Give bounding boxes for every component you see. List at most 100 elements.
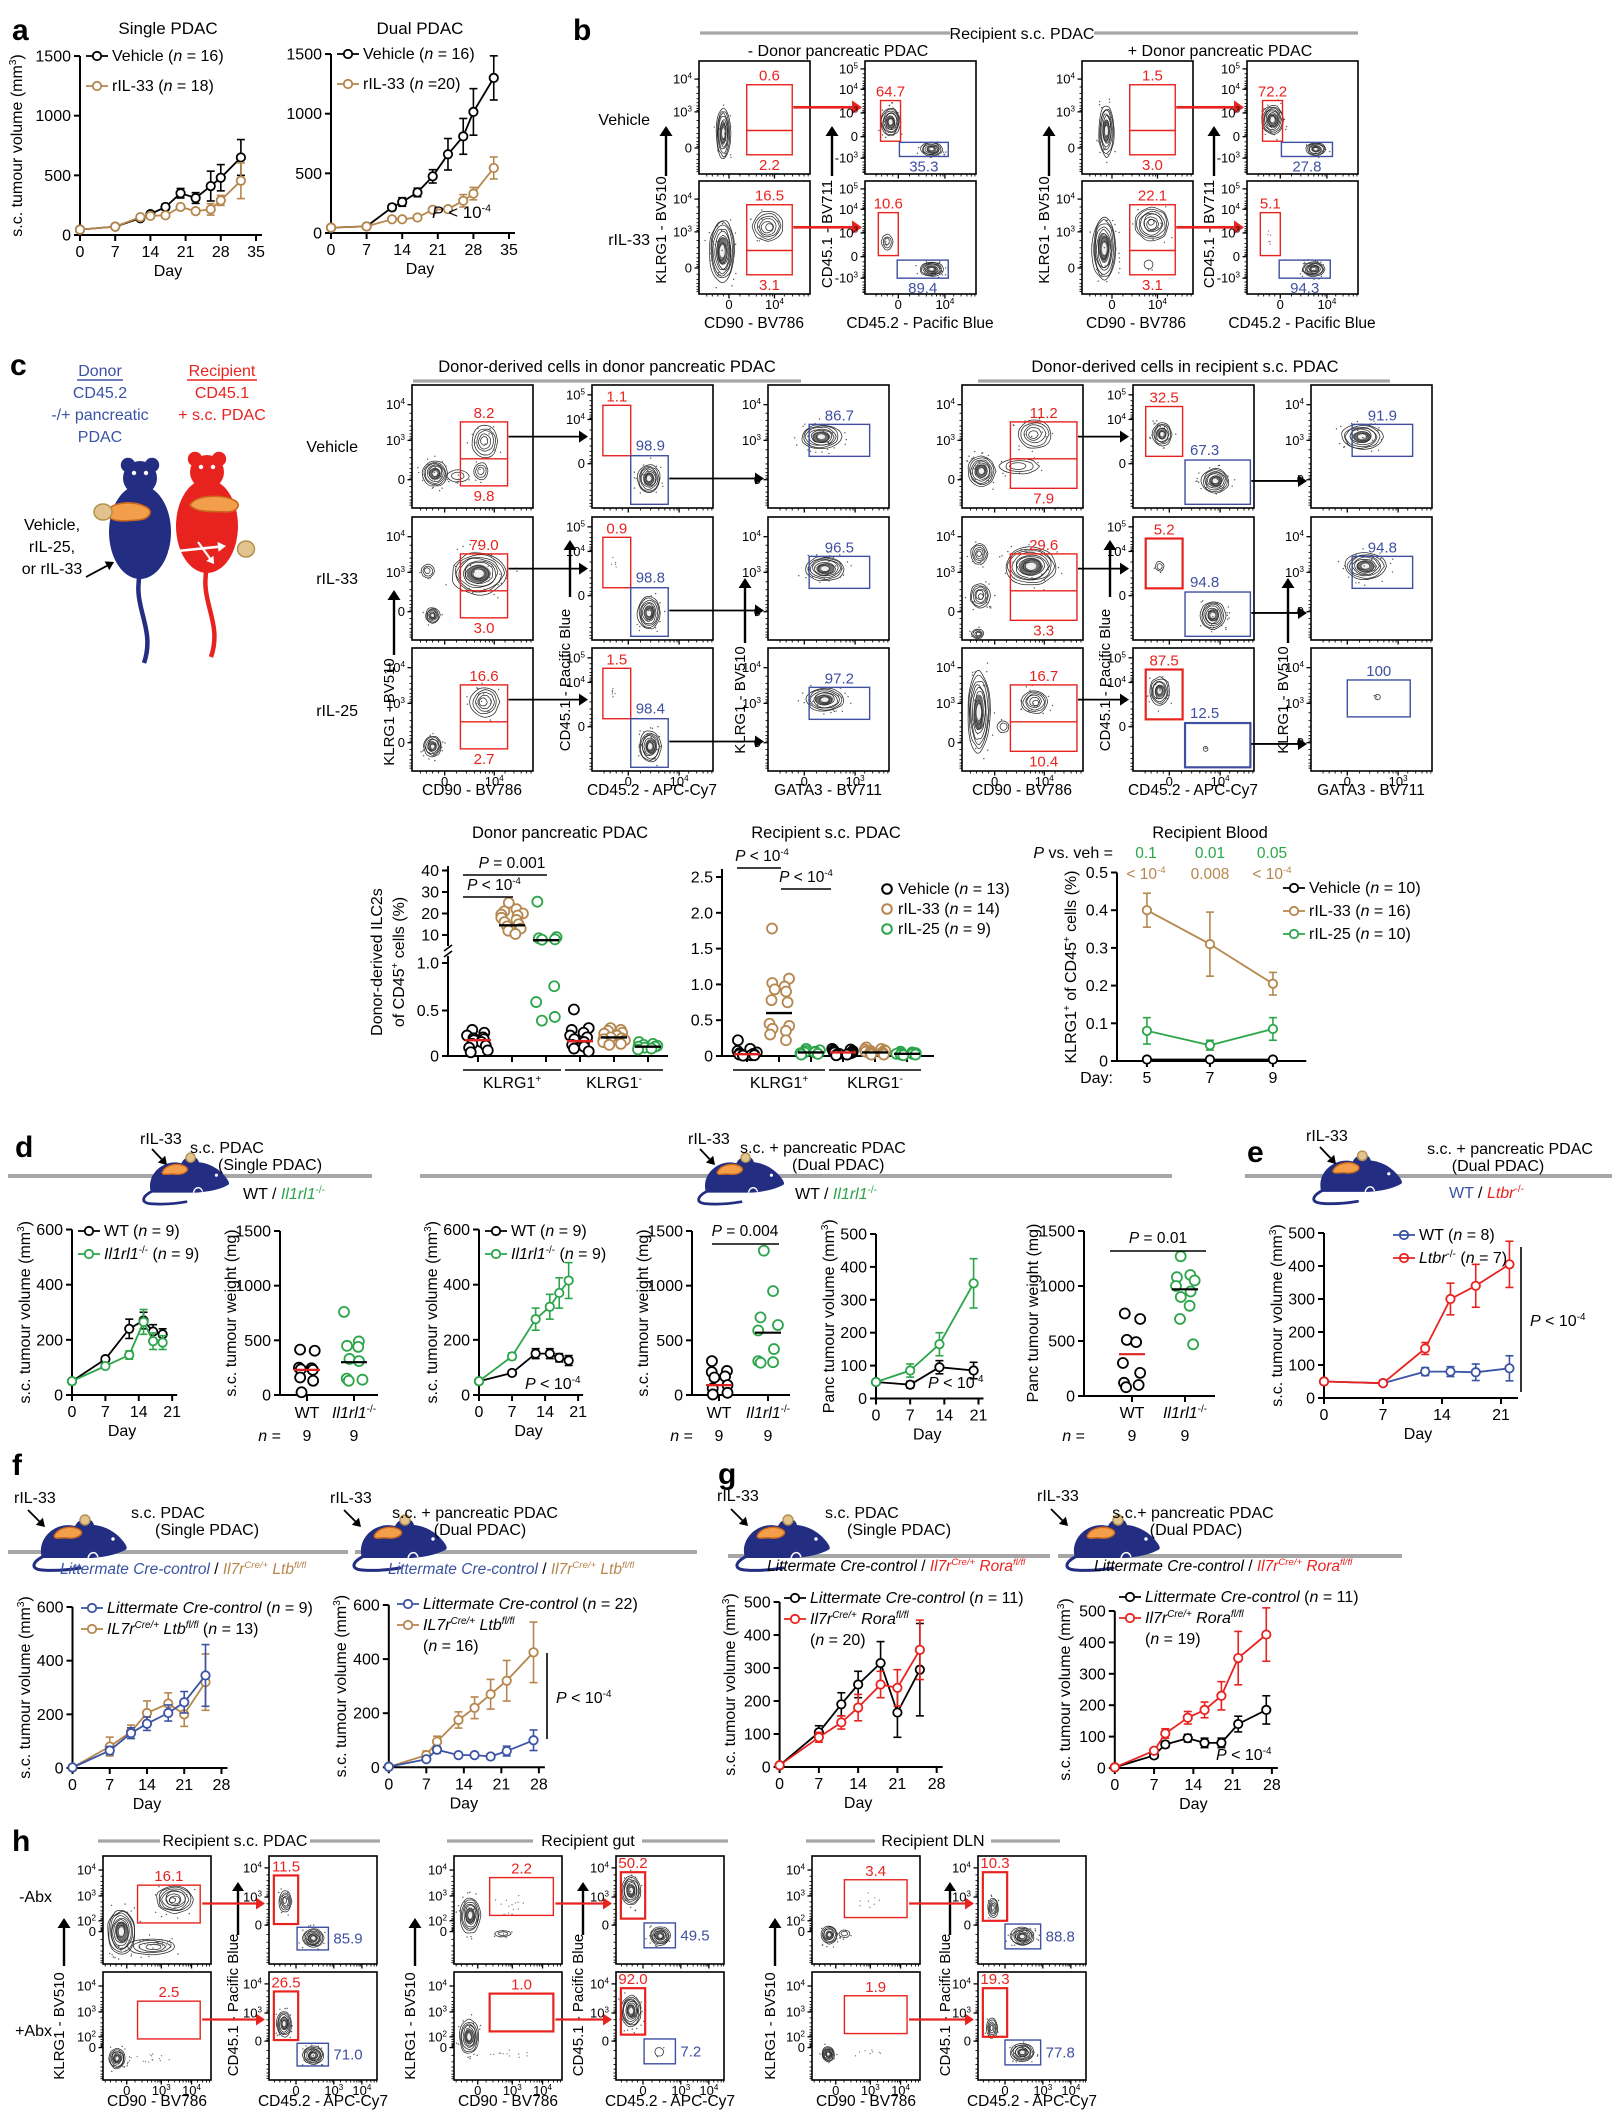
svg-text:0: 0 [255, 1918, 262, 1933]
svg-text:CD45.1 - Pacific Blue: CD45.1 - Pacific Blue [557, 609, 574, 752]
svg-text:300: 300 [1288, 1292, 1315, 1309]
svg-text:105: 105 [1107, 387, 1126, 402]
svg-text:Recipient s.c. PDAC: Recipient s.c. PDAC [751, 824, 901, 842]
svg-text:0: 0 [327, 242, 336, 259]
svg-text:1.0: 1.0 [511, 1977, 532, 1994]
svg-text:103: 103 [428, 1888, 447, 1903]
svg-text:28: 28 [213, 1777, 231, 1794]
svg-text:103: 103 [671, 2083, 690, 2098]
svg-text:-103: -103 [835, 271, 859, 286]
svg-text:14: 14 [130, 1404, 148, 1421]
svg-text:87.5: 87.5 [1150, 653, 1179, 670]
svg-text:0: 0 [948, 735, 955, 750]
svg-text:0.01: 0.01 [1195, 845, 1225, 862]
svg-text:WT / Il1rl1-/-: WT / Il1rl1-/- [795, 1185, 877, 1203]
svg-text:0: 0 [639, 2083, 646, 2098]
svg-text:0: 0 [1233, 249, 1240, 264]
svg-text:rIL-33 (n = 14): rIL-33 (n = 14) [898, 901, 1000, 918]
svg-text:0: 0 [851, 129, 858, 144]
svg-text:0: 0 [1297, 604, 1304, 619]
svg-text:CD90 - BV786: CD90 - BV786 [972, 782, 1072, 799]
svg-text:P < 10-4: P < 10-4 [779, 868, 833, 886]
svg-text:P = 0.01: P = 0.01 [1129, 1230, 1187, 1247]
svg-text:s.c. tumour volume (mm3): s.c. tumour volume (mm3) [16, 1221, 34, 1403]
svg-text:Day: Day [406, 261, 434, 278]
svg-text:0: 0 [1110, 1777, 1119, 1794]
svg-text:Vehicle (n = 16): Vehicle (n = 16) [112, 48, 224, 65]
svg-text:1.5: 1.5 [691, 941, 713, 958]
svg-text:103: 103 [1389, 774, 1408, 789]
svg-text:0.2: 0.2 [1086, 978, 1108, 995]
svg-text:104: 104 [952, 1976, 971, 1991]
svg-text:7: 7 [906, 1408, 915, 1425]
svg-text:200: 200 [1288, 1325, 1315, 1342]
svg-text:103: 103 [936, 696, 955, 711]
svg-text:CD45.1 - BV711: CD45.1 - BV711 [1201, 180, 1218, 288]
svg-text:7: 7 [422, 1776, 431, 1793]
svg-text:105: 105 [1221, 181, 1240, 196]
svg-text:KLRG1+: KLRG1+ [750, 1074, 808, 1092]
svg-text:0: 0 [398, 735, 405, 750]
svg-text:103: 103 [742, 433, 761, 448]
svg-text:rIL-33: rIL-33 [1037, 1488, 1079, 1505]
svg-text:104: 104 [566, 544, 585, 559]
svg-text:12.5: 12.5 [1190, 705, 1219, 722]
svg-text:72.2: 72.2 [1258, 84, 1287, 101]
svg-text:0: 0 [1108, 297, 1115, 312]
svg-text:Recipient s.c. PDAC: Recipient s.c. PDAC [950, 26, 1095, 43]
svg-text:0: 0 [384, 1776, 393, 1793]
svg-text:0: 0 [1001, 2083, 1008, 2098]
svg-text:64.7: 64.7 [876, 84, 905, 101]
svg-text:(Dual PDAC): (Dual PDAC) [792, 1157, 884, 1174]
svg-text:(Single PDAC): (Single PDAC) [155, 1522, 259, 1539]
svg-text:0: 0 [798, 1924, 805, 1939]
svg-text:104: 104 [1317, 297, 1336, 312]
svg-text:14: 14 [849, 1776, 867, 1793]
svg-text:105: 105 [839, 61, 858, 76]
svg-text:Vehicle (n = 13): Vehicle (n = 13) [898, 881, 1010, 898]
svg-text:28: 28 [1263, 1777, 1281, 1794]
svg-text:rIL-33: rIL-33 [688, 1131, 730, 1148]
svg-text:1500: 1500 [647, 1224, 683, 1241]
svg-text:400: 400 [840, 1259, 867, 1276]
svg-text:0: 0 [262, 1388, 271, 1405]
svg-text:103: 103 [324, 2083, 343, 2098]
svg-text:KLRG1+ of CD45+ cells (%): KLRG1+ of CD45+ cells (%) [1062, 871, 1080, 1064]
svg-text:104: 104 [1061, 2083, 1080, 2098]
svg-text:103: 103 [1221, 105, 1240, 120]
svg-text:0.5: 0.5 [417, 1003, 439, 1020]
svg-text:104: 104 [1221, 202, 1240, 217]
svg-text:CD45.1 - Pacific Blue: CD45.1 - Pacific Blue [1097, 609, 1114, 752]
svg-text:9: 9 [1268, 1070, 1277, 1087]
svg-text:P < 10-4: P < 10-4 [1530, 1312, 1586, 1330]
svg-text:PDAC: PDAC [78, 429, 122, 446]
svg-text:103: 103 [1285, 696, 1304, 711]
svg-text:KLRG1 - BV510: KLRG1 - BV510 [732, 646, 749, 754]
svg-text:Day: Day [1404, 1426, 1432, 1443]
svg-text:7.2: 7.2 [680, 2043, 701, 2060]
svg-text:g: g [718, 1458, 736, 1491]
svg-text:Littermate Cre-control (n = 22: Littermate Cre-control (n = 22) [423, 1596, 638, 1613]
svg-text:Ltbr-/- (n = 7): Ltbr-/- (n = 7) [1419, 1249, 1507, 1267]
svg-text:1.0: 1.0 [691, 977, 713, 994]
svg-text:89.4: 89.4 [908, 280, 937, 297]
svg-text:s.c. tumour volume (mm3): s.c. tumour volume (mm3) [1056, 1598, 1074, 1780]
svg-text:WT / Il1rl1-/-: WT / Il1rl1-/- [243, 1185, 325, 1203]
svg-text:0: 0 [895, 297, 902, 312]
svg-text:s.c. PDAC: s.c. PDAC [131, 1505, 205, 1522]
svg-text:CD45.2 - APC-Cy7: CD45.2 - APC-Cy7 [587, 782, 717, 799]
svg-text:s.c. tumour volume (mm3): s.c. tumour volume (mm3) [721, 1593, 739, 1775]
svg-text:0: 0 [1097, 1761, 1106, 1778]
svg-text:9: 9 [303, 1428, 312, 1445]
svg-text:WT (n = 9): WT (n = 9) [104, 1223, 180, 1240]
svg-text:49.5: 49.5 [680, 1927, 709, 1944]
svg-text:103: 103 [673, 224, 692, 239]
svg-text:103: 103 [936, 433, 955, 448]
svg-text:0: 0 [62, 228, 71, 245]
svg-text:n =: n = [258, 1428, 281, 1445]
svg-text:104: 104 [1056, 192, 1075, 207]
svg-text:Day: Day [913, 1427, 941, 1444]
svg-text:2.2: 2.2 [511, 1861, 532, 1878]
svg-text:100: 100 [744, 1727, 771, 1744]
svg-text:1.5: 1.5 [1142, 68, 1163, 85]
